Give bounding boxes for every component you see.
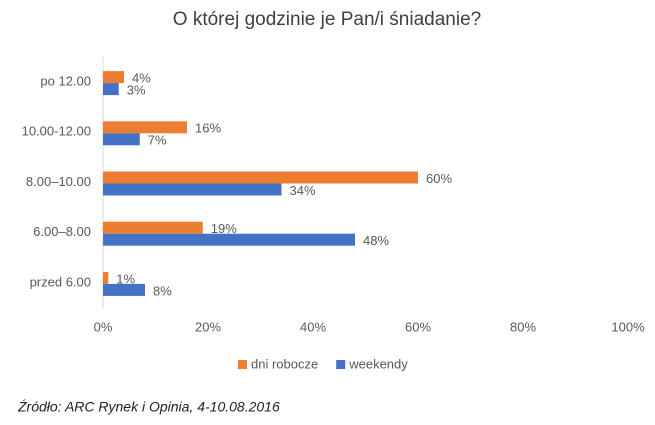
bar	[103, 121, 187, 134]
value-label: 34%	[290, 183, 316, 198]
value-label: 7%	[148, 133, 167, 148]
bar	[103, 71, 124, 84]
value-label: 1%	[116, 271, 135, 286]
bar	[103, 233, 355, 246]
bar	[103, 133, 140, 146]
x-tick-label: 100%	[611, 319, 645, 334]
value-label: 4%	[132, 71, 151, 86]
legend-label: dni robocze	[251, 356, 318, 371]
value-label: 48%	[363, 233, 389, 248]
bar	[103, 271, 109, 284]
bar	[103, 221, 203, 234]
value-label: 16%	[195, 121, 221, 136]
bar	[103, 83, 119, 96]
y-tick-label: po 12.00	[40, 74, 91, 89]
bar	[103, 171, 418, 184]
legend-swatch	[238, 360, 247, 369]
y-tick-label: 10.00-12.00	[22, 124, 91, 139]
y-tick-label: 6.00–8.00	[33, 224, 91, 239]
y-tick-label: przed 6.00	[30, 274, 91, 289]
source: Źródło: ARC Rynek i Opinia, 4-10.08.2016	[17, 399, 280, 415]
x-tick-label: 20%	[195, 319, 221, 334]
legend-label: weekendy	[348, 356, 408, 371]
value-label: 60%	[426, 171, 452, 186]
legend-swatch	[336, 360, 346, 369]
value-label: 19%	[211, 221, 237, 236]
x-tick-label: 40%	[300, 319, 326, 334]
x-tick-label: 80%	[510, 319, 536, 334]
bar	[103, 183, 282, 196]
value-label: 8%	[153, 283, 172, 298]
y-tick-label: 8.00–10.00	[26, 174, 91, 189]
bar	[103, 283, 145, 296]
x-tick-label: 60%	[405, 319, 431, 334]
chart-title: O której godzinie je Pan/i śniadanie?	[173, 9, 481, 30]
value-label: 3%	[127, 83, 146, 98]
x-tick-label: 0%	[94, 319, 113, 334]
